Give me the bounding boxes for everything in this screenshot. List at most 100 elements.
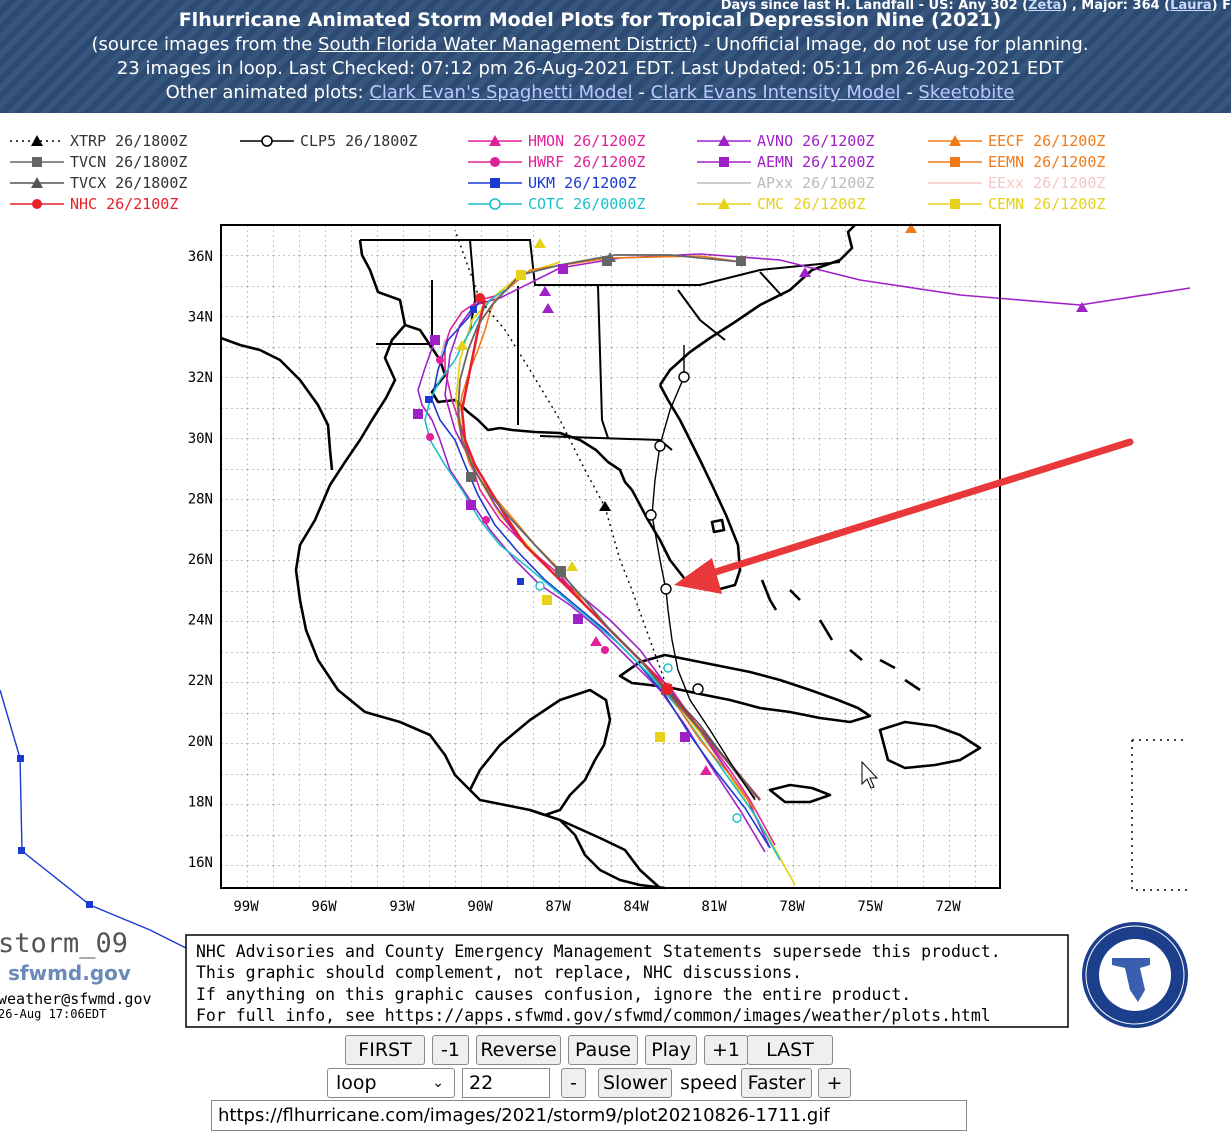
- play-button[interactable]: Play: [645, 1035, 697, 1065]
- lat-lon-grid: [221, 225, 1000, 888]
- zeta-link[interactable]: Zeta: [1028, 0, 1062, 13]
- reverse-button[interactable]: Reverse: [476, 1035, 561, 1065]
- loop-mode-select[interactable]: loop ⌄: [327, 1068, 455, 1098]
- legend-entry: HWRF 26/1200Z: [468, 153, 645, 171]
- legend-marker: [261, 135, 273, 147]
- legend-entry: APxx 26/1200Z: [697, 174, 874, 192]
- annotation-arrow: [674, 438, 1134, 594]
- legend-entry: EEMN 26/1200Z: [928, 153, 1105, 171]
- lat-tick-label: 28N: [188, 491, 213, 507]
- svg-text:This graphic should complement: This graphic should complement, not repl…: [196, 963, 802, 982]
- storm-model-plot: XTRP 26/1800Z TVCN 26/1800Z TVCX 26/1800Z N…: [0, 113, 1231, 1033]
- lon-tick-label: 99W: [233, 899, 259, 915]
- lat-tick-label: 22N: [188, 673, 213, 689]
- legend-entry: AVNO 26/1200Z: [697, 132, 874, 150]
- legend-label: EExx 26/1200Z: [988, 174, 1105, 192]
- legend-label: COTC 26/0000Z: [528, 195, 645, 213]
- speed-down-button[interactable]: -: [561, 1068, 586, 1098]
- legend-label: EECF 26/1200Z: [988, 132, 1105, 150]
- lat-tick-label: 18N: [188, 794, 213, 810]
- slower-button[interactable]: Slower: [598, 1068, 672, 1098]
- lat-tick-label: 20N: [188, 734, 213, 750]
- state-borders: [360, 239, 841, 451]
- legend-label: XTRP 26/1800Z: [70, 132, 187, 150]
- lat-tick-label: 36N: [188, 249, 213, 265]
- legend-marker: [718, 135, 730, 146]
- legend-label: CEMN 26/1200Z: [988, 195, 1105, 213]
- legend-marker: [32, 199, 42, 209]
- last-frame-button[interactable]: LAST: [747, 1035, 833, 1065]
- landfall-counter: Days since last H. Landfall - US: Any 30…: [720, 0, 1231, 13]
- legend-label: TVCX 26/1800Z: [70, 174, 187, 192]
- legend-label: HWRF 26/1200Z: [528, 153, 645, 171]
- lon-tick-label: 75W: [857, 899, 883, 915]
- svg-text:NHC Advisories and County Emer: NHC Advisories and County Emergency Mana…: [196, 942, 1001, 961]
- legend-label: UKM 26/1200Z: [528, 174, 636, 192]
- page-title: Flhurricane Animated Storm Model Plots f…: [178, 9, 1002, 31]
- legend-marker: [31, 177, 43, 188]
- legend-label: EEMN 26/1200Z: [988, 153, 1105, 171]
- coastline-outlines: [220, 224, 982, 890]
- inset-box: [1131, 739, 1188, 891]
- legend-label: AEMN 26/1200Z: [757, 153, 874, 171]
- contact-email: weather@sfwmd.gov: [0, 990, 152, 1008]
- frame-number-input[interactable]: 22: [462, 1068, 550, 1098]
- step-forward-button[interactable]: +1: [704, 1035, 748, 1065]
- faster-button[interactable]: Faster: [741, 1068, 812, 1098]
- laura-link[interactable]: Laura: [1170, 0, 1212, 13]
- legend-entry: AEMN 26/1200Z: [697, 153, 874, 171]
- disclaimer-box: [185, 934, 1069, 1028]
- lon-tick-label: 78W: [779, 899, 805, 915]
- legend-label: AVNO 26/1200Z: [757, 132, 874, 150]
- source-line: (source images from the South Florida Wa…: [91, 34, 1089, 55]
- lat-tick-label: 24N: [188, 613, 213, 629]
- first-frame-button[interactable]: FIRST: [345, 1035, 425, 1065]
- legend-entry: TVCN 26/1800Z: [10, 153, 187, 171]
- step-back-button[interactable]: -1: [432, 1035, 469, 1065]
- legend-marker: [718, 198, 730, 209]
- legend-entry: NHC 26/2100Z: [10, 195, 178, 213]
- disclaimer-text: NHC Advisories and County Emergency Mana…: [196, 942, 1001, 1025]
- image-date: 26-Aug 17:06EDT: [0, 1007, 106, 1021]
- lon-tick-label: 87W: [545, 899, 571, 915]
- legend-label: APxx 26/1200Z: [757, 174, 874, 192]
- other-plots-line: Other animated plots: Clark Evan's Spagh…: [165, 82, 1015, 103]
- image-url-field[interactable]: https://flhurricane.com/images/2021/stor…: [211, 1100, 967, 1131]
- lat-tick-label: 34N: [188, 310, 213, 326]
- speed-label: speed: [680, 1072, 738, 1094]
- legend-marker: [950, 157, 960, 167]
- skeetobite-link[interactable]: Skeetobite: [918, 82, 1015, 103]
- svg-text:If anything on this graphic ca: If anything on this graphic causes confu…: [196, 985, 911, 1004]
- model-legend: XTRP 26/1800Z TVCN 26/1800Z TVCX 26/1800Z N…: [10, 132, 1105, 213]
- loop-info: 23 images in loop. Last Checked: 07:12 p…: [116, 58, 1064, 79]
- lat-tick-label: 32N: [188, 370, 213, 386]
- lon-tick-label: 84W: [623, 899, 649, 915]
- legend-marker: [489, 198, 501, 210]
- legend-entry: HMON 26/1200Z: [468, 132, 645, 150]
- lon-tick-label: 96W: [311, 899, 337, 915]
- mouse-cursor-icon: [861, 760, 879, 789]
- sfwmd-link[interactable]: South Florida Water Management District: [318, 34, 691, 55]
- sfwmd-seal-icon: [1082, 922, 1188, 1028]
- legend-marker: [31, 135, 43, 146]
- legend-marker: [489, 135, 501, 146]
- lat-tick-label: 26N: [188, 552, 213, 568]
- legend-marker: [490, 157, 500, 167]
- speed-up-button[interactable]: +: [818, 1068, 851, 1098]
- latitude-labels: 36N 34N 32N 30N 28N 26N 24N 22N 20N 18N 16N: [188, 249, 213, 871]
- legend-entry: COTC 26/0000Z: [468, 195, 645, 213]
- sfwmd-logo-text: sfwmd.gov: [8, 961, 131, 985]
- legend-entry: UKM 26/1200Z: [468, 174, 636, 192]
- pause-button[interactable]: Pause: [568, 1035, 638, 1065]
- chevron-down-icon: ⌄: [432, 1075, 444, 1091]
- lat-tick-label: 30N: [188, 431, 213, 447]
- legend-entry: XTRP 26/1800Z: [10, 132, 187, 150]
- svg-text:For full info, see https://ap: For full info, see https://apps.sfwmd.go…: [196, 1006, 991, 1025]
- intensity-model-link[interactable]: Clark Evans Intensity Model: [650, 82, 901, 103]
- lat-tick-label: 16N: [188, 855, 213, 871]
- model-tracks: [417, 229, 1191, 886]
- legend-marker: [950, 199, 960, 209]
- spaghetti-model-link[interactable]: Clark Evan's Spaghetti Model: [369, 82, 633, 103]
- track-markers: [413, 223, 1088, 823]
- legend-entry: CEMN 26/1200Z: [928, 195, 1105, 213]
